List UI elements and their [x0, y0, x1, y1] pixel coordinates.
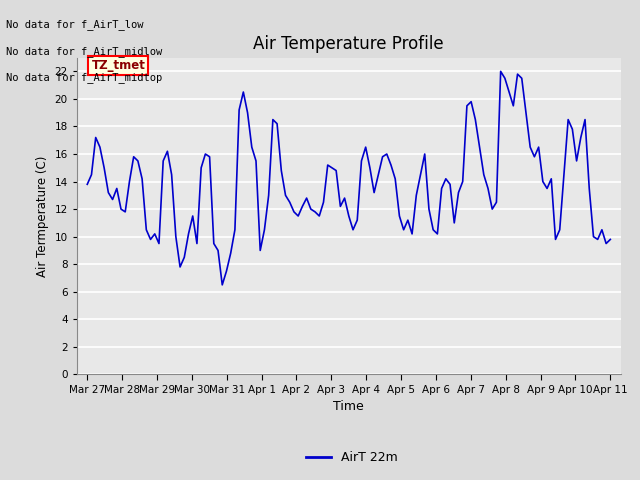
Text: No data for f_AirT_midlow: No data for f_AirT_midlow: [6, 46, 163, 57]
Y-axis label: Air Termperature (C): Air Termperature (C): [36, 156, 49, 276]
Title: Air Temperature Profile: Air Temperature Profile: [253, 35, 444, 53]
Text: No data for f_AirT_low: No data for f_AirT_low: [6, 19, 144, 30]
X-axis label: Time: Time: [333, 400, 364, 413]
Legend: AirT 22m: AirT 22m: [301, 446, 403, 469]
Text: No data for f_AirT_midtop: No data for f_AirT_midtop: [6, 72, 163, 83]
Text: TZ_tmet: TZ_tmet: [92, 59, 145, 72]
